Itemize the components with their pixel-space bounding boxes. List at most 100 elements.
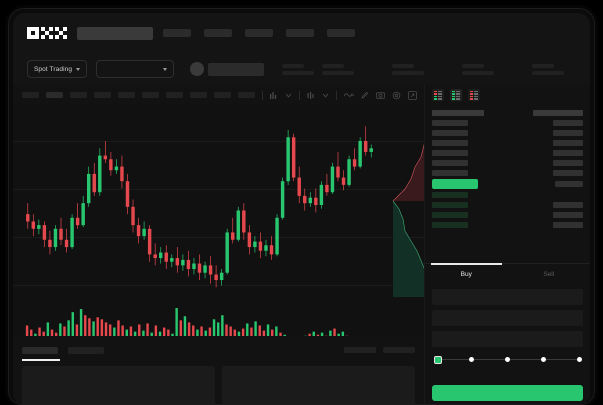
- trading-mode-label: Spot Trading: [34, 65, 73, 73]
- orderbook-bid-row[interactable]: [432, 190, 583, 200]
- tab-sell-label: Sell: [543, 271, 555, 278]
- bottom-tabs-actions: [344, 347, 415, 353]
- slider-handle[interactable]: [434, 355, 442, 364]
- orderbook-ask-row[interactable]: [432, 118, 583, 128]
- orderbook-ask-row[interactable]: [432, 128, 583, 138]
- order-form-tabs: Buy Sell: [425, 263, 590, 285]
- slider-node-75[interactable]: [541, 357, 546, 362]
- nav-item-5[interactable]: [327, 29, 355, 37]
- toolbar-divider: [336, 90, 337, 100]
- submit-order-button[interactable]: [432, 385, 583, 401]
- slider-node-25[interactable]: [469, 357, 474, 362]
- market-stat-1: [282, 63, 315, 75]
- order-form: Buy Sell: [425, 263, 590, 404]
- gear-icon[interactable]: [392, 91, 401, 100]
- nav-item-1[interactable]: [163, 29, 191, 37]
- timeframe-button-6[interactable]: [142, 92, 159, 98]
- primary-nav: [163, 29, 355, 37]
- fullscreen-icon[interactable]: [408, 90, 417, 100]
- logo-mark-x: [55, 27, 67, 39]
- orderbook-ask-row[interactable]: [432, 138, 583, 148]
- bottom-action-1[interactable]: [344, 347, 376, 353]
- chart-toolbar: [13, 85, 434, 105]
- bottom-action-2[interactable]: [383, 347, 415, 353]
- orderbook-mode-asks-icon[interactable]: [468, 89, 480, 101]
- market-stat-3: [392, 63, 425, 75]
- total-field[interactable]: [432, 331, 583, 347]
- last-price-highlight: [432, 179, 478, 189]
- chart-type-chevron-down-icon[interactable]: [322, 93, 329, 98]
- chevron-down-icon: [163, 67, 168, 71]
- timeframe-button-4[interactable]: [94, 92, 111, 98]
- amount-percent-slider[interactable]: [434, 355, 582, 364]
- price-chart[interactable]: [13, 105, 434, 299]
- camera-icon[interactable]: [376, 91, 385, 99]
- amount-field[interactable]: [432, 310, 583, 326]
- nav-item-2[interactable]: [204, 29, 232, 37]
- timeframe-button-9[interactable]: [214, 92, 231, 98]
- orderbook-bid-row[interactable]: [432, 210, 583, 220]
- device-frame: Spot Trading: [8, 8, 595, 405]
- orderbook-ask-row[interactable]: [432, 148, 583, 158]
- bottom-panel: [13, 336, 424, 404]
- search-input[interactable]: [77, 26, 153, 40]
- indicators-chevron-down-icon[interactable]: [285, 93, 292, 98]
- chevron-down-icon: [76, 67, 81, 71]
- wave-line-icon[interactable]: [344, 92, 354, 98]
- orderbook[interactable]: [425, 105, 590, 263]
- nav-item-3[interactable]: [245, 29, 273, 37]
- orderbook-last-price-row[interactable]: [432, 178, 583, 190]
- market-stat-4: [462, 63, 495, 75]
- order-form-fields: [425, 285, 590, 347]
- bottom-card-2[interactable]: [222, 366, 415, 404]
- trading-mode-select[interactable]: Spot Trading: [27, 60, 88, 78]
- orderbook-bid-row[interactable]: [432, 220, 583, 230]
- market-stat-2: [322, 63, 355, 75]
- timeframe-button-2[interactable]: [46, 92, 63, 98]
- market-stat-5: [532, 63, 565, 75]
- logo-mark-o: [27, 27, 39, 39]
- orderbook-ask-row[interactable]: [432, 158, 583, 168]
- tab-buy[interactable]: Buy: [425, 263, 508, 285]
- tab-sell[interactable]: Sell: [508, 264, 591, 285]
- timeframe-button-8[interactable]: [190, 92, 207, 98]
- nav-item-4[interactable]: [286, 29, 314, 37]
- timeframe-button-3[interactable]: [70, 92, 87, 98]
- orderbook-view-modes: [425, 85, 590, 105]
- timeframe-button-10[interactable]: [238, 92, 255, 98]
- slider-node-50[interactable]: [505, 357, 510, 362]
- chart-type-icon[interactable]: [307, 91, 315, 99]
- orderbook-bid-row[interactable]: [432, 200, 583, 210]
- orderbook-mode-bids-icon[interactable]: [450, 89, 462, 101]
- timeframe-button-1[interactable]: [22, 92, 39, 98]
- orderbook-ask-row[interactable]: [432, 168, 583, 178]
- subheader-bar: Spot Trading: [13, 53, 590, 85]
- bottom-content: [22, 366, 415, 404]
- logo-mark-k: [41, 27, 53, 39]
- pencil-icon[interactable]: [361, 91, 369, 99]
- toolbar-divider: [299, 90, 300, 100]
- market-stats: [282, 63, 576, 75]
- bottom-tabs: [22, 342, 415, 361]
- right-sidebar: Buy Sell: [424, 85, 590, 404]
- orderbook-mode-both-icon[interactable]: [432, 89, 444, 101]
- slider-node-100[interactable]: [577, 357, 582, 362]
- timeframe-button-5[interactable]: [118, 92, 135, 98]
- candlestick-series: [26, 126, 373, 288]
- pair-name: [208, 62, 265, 76]
- volume-chart[interactable]: [13, 303, 434, 336]
- bottom-card-1[interactable]: [22, 366, 215, 404]
- app-screen: Spot Trading: [13, 13, 590, 404]
- okx-logo[interactable]: [27, 27, 67, 39]
- price-field[interactable]: [432, 289, 583, 305]
- tab-buy-label: Buy: [460, 271, 472, 278]
- timeframe-button-7[interactable]: [166, 92, 183, 98]
- bottom-tab-2[interactable]: [68, 346, 104, 354]
- header-bar: [13, 13, 590, 53]
- chart-panel[interactable]: [13, 105, 434, 336]
- volume-series: [25, 308, 349, 336]
- trading-pair-select[interactable]: [96, 60, 175, 78]
- indicators-icon[interactable]: [270, 91, 278, 99]
- orderbook-col-price: [432, 110, 484, 116]
- bottom-tab-1[interactable]: [22, 346, 60, 361]
